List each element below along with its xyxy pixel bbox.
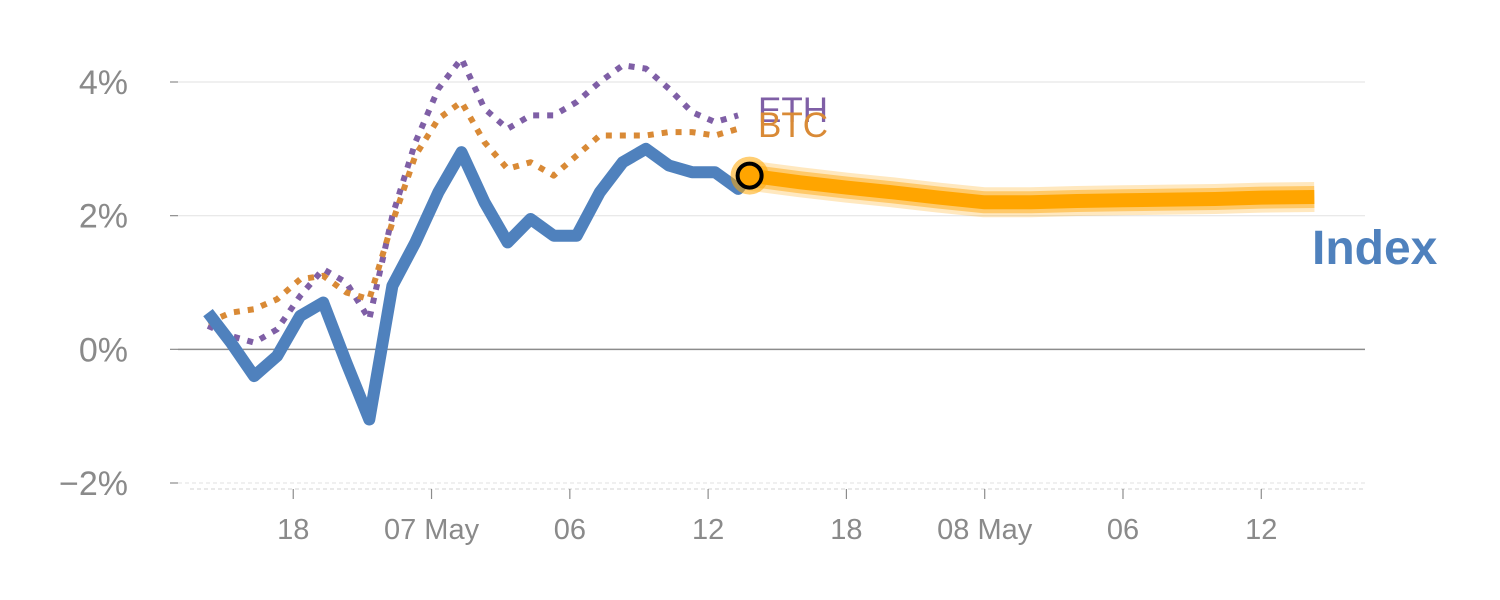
x-tick-label: 12 (692, 514, 724, 546)
x-tick-label: 07 May (384, 514, 480, 546)
x-tick-label: 18 (277, 514, 309, 546)
y-tick-label: 4% (79, 64, 128, 102)
axes: 4% 2% 0% −2% 18 07 May 06 12 18 08 May 06 12 (59, 64, 1365, 546)
index-series-label: Index (1312, 222, 1438, 275)
eth-line (206, 55, 739, 346)
y-tick-label: 2% (79, 198, 128, 236)
x-tick-label: 12 (1245, 514, 1277, 546)
index-line (203, 142, 755, 426)
forecast-band-3 (748, 168, 1315, 210)
btc-line (206, 99, 739, 326)
x-tick-label: 08 May (937, 514, 1033, 546)
x-tick-label: 06 (1107, 514, 1139, 546)
series-lines (203, 55, 1315, 426)
y-tick-label: −2% (59, 465, 128, 503)
x-tick-label: 06 (554, 514, 586, 546)
eth-series-label: ETH (758, 91, 828, 130)
current-point-marker (735, 161, 764, 190)
btc-series-label: BTC (758, 106, 828, 145)
y-tick-label: 0% (79, 331, 128, 369)
x-tick-label: 18 (830, 514, 862, 546)
